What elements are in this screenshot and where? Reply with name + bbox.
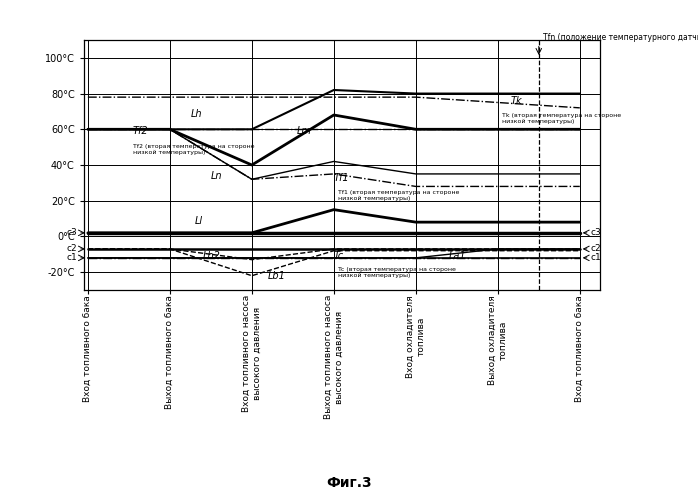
Text: Ln: Ln bbox=[211, 171, 223, 181]
Text: Tc (вторая температура на стороне
низкой температуры): Tc (вторая температура на стороне низкой… bbox=[338, 267, 456, 278]
Text: Tf2 (вторая температура на стороне
низкой температуры): Tf2 (вторая температура на стороне низко… bbox=[133, 144, 255, 154]
Text: Lb2: Lb2 bbox=[202, 252, 221, 262]
Text: Вход охладителя
топлива: Вход охладителя топлива bbox=[406, 295, 426, 378]
Text: Lm: Lm bbox=[297, 126, 312, 136]
Text: Tf2: Tf2 bbox=[133, 126, 149, 136]
Text: Tk: Tk bbox=[510, 96, 521, 106]
Text: Tk (вторая температура на стороне
низкой температуры): Tk (вторая температура на стороне низкой… bbox=[502, 113, 621, 124]
Text: Tfn (положение температурного датчика): Tfn (положение температурного датчика) bbox=[543, 33, 698, 42]
Text: La1: La1 bbox=[449, 252, 466, 262]
Text: Выход охладителя
топлива: Выход охладителя топлива bbox=[488, 295, 507, 385]
Text: c3: c3 bbox=[591, 228, 601, 237]
Text: Lb1: Lb1 bbox=[268, 271, 286, 281]
Text: Tc: Tc bbox=[334, 252, 344, 262]
Text: Фиг.3: Фиг.3 bbox=[326, 476, 372, 490]
Text: c2: c2 bbox=[66, 244, 77, 254]
Text: Вход топливного бака: Вход топливного бака bbox=[575, 295, 584, 402]
Text: c1: c1 bbox=[66, 254, 77, 262]
Text: Lh: Lh bbox=[191, 108, 202, 118]
Text: c3: c3 bbox=[66, 228, 77, 237]
Text: Ll: Ll bbox=[195, 216, 202, 226]
Text: c2: c2 bbox=[591, 244, 601, 254]
Text: Выход топливного бака: Выход топливного бака bbox=[165, 295, 174, 409]
Text: Вход топливного бака: Вход топливного бака bbox=[83, 295, 92, 402]
Text: Tf1: Tf1 bbox=[334, 173, 350, 183]
Text: Вход топливного насоса
высокого давления: Вход топливного насоса высокого давления bbox=[242, 295, 262, 412]
Text: Выход топливного насоса
высокого давления: Выход топливного насоса высокого давлени… bbox=[324, 295, 343, 420]
Text: c1: c1 bbox=[591, 254, 601, 262]
Text: Tf1 (вторая температура на стороне
низкой температуры): Tf1 (вторая температура на стороне низко… bbox=[338, 190, 459, 201]
